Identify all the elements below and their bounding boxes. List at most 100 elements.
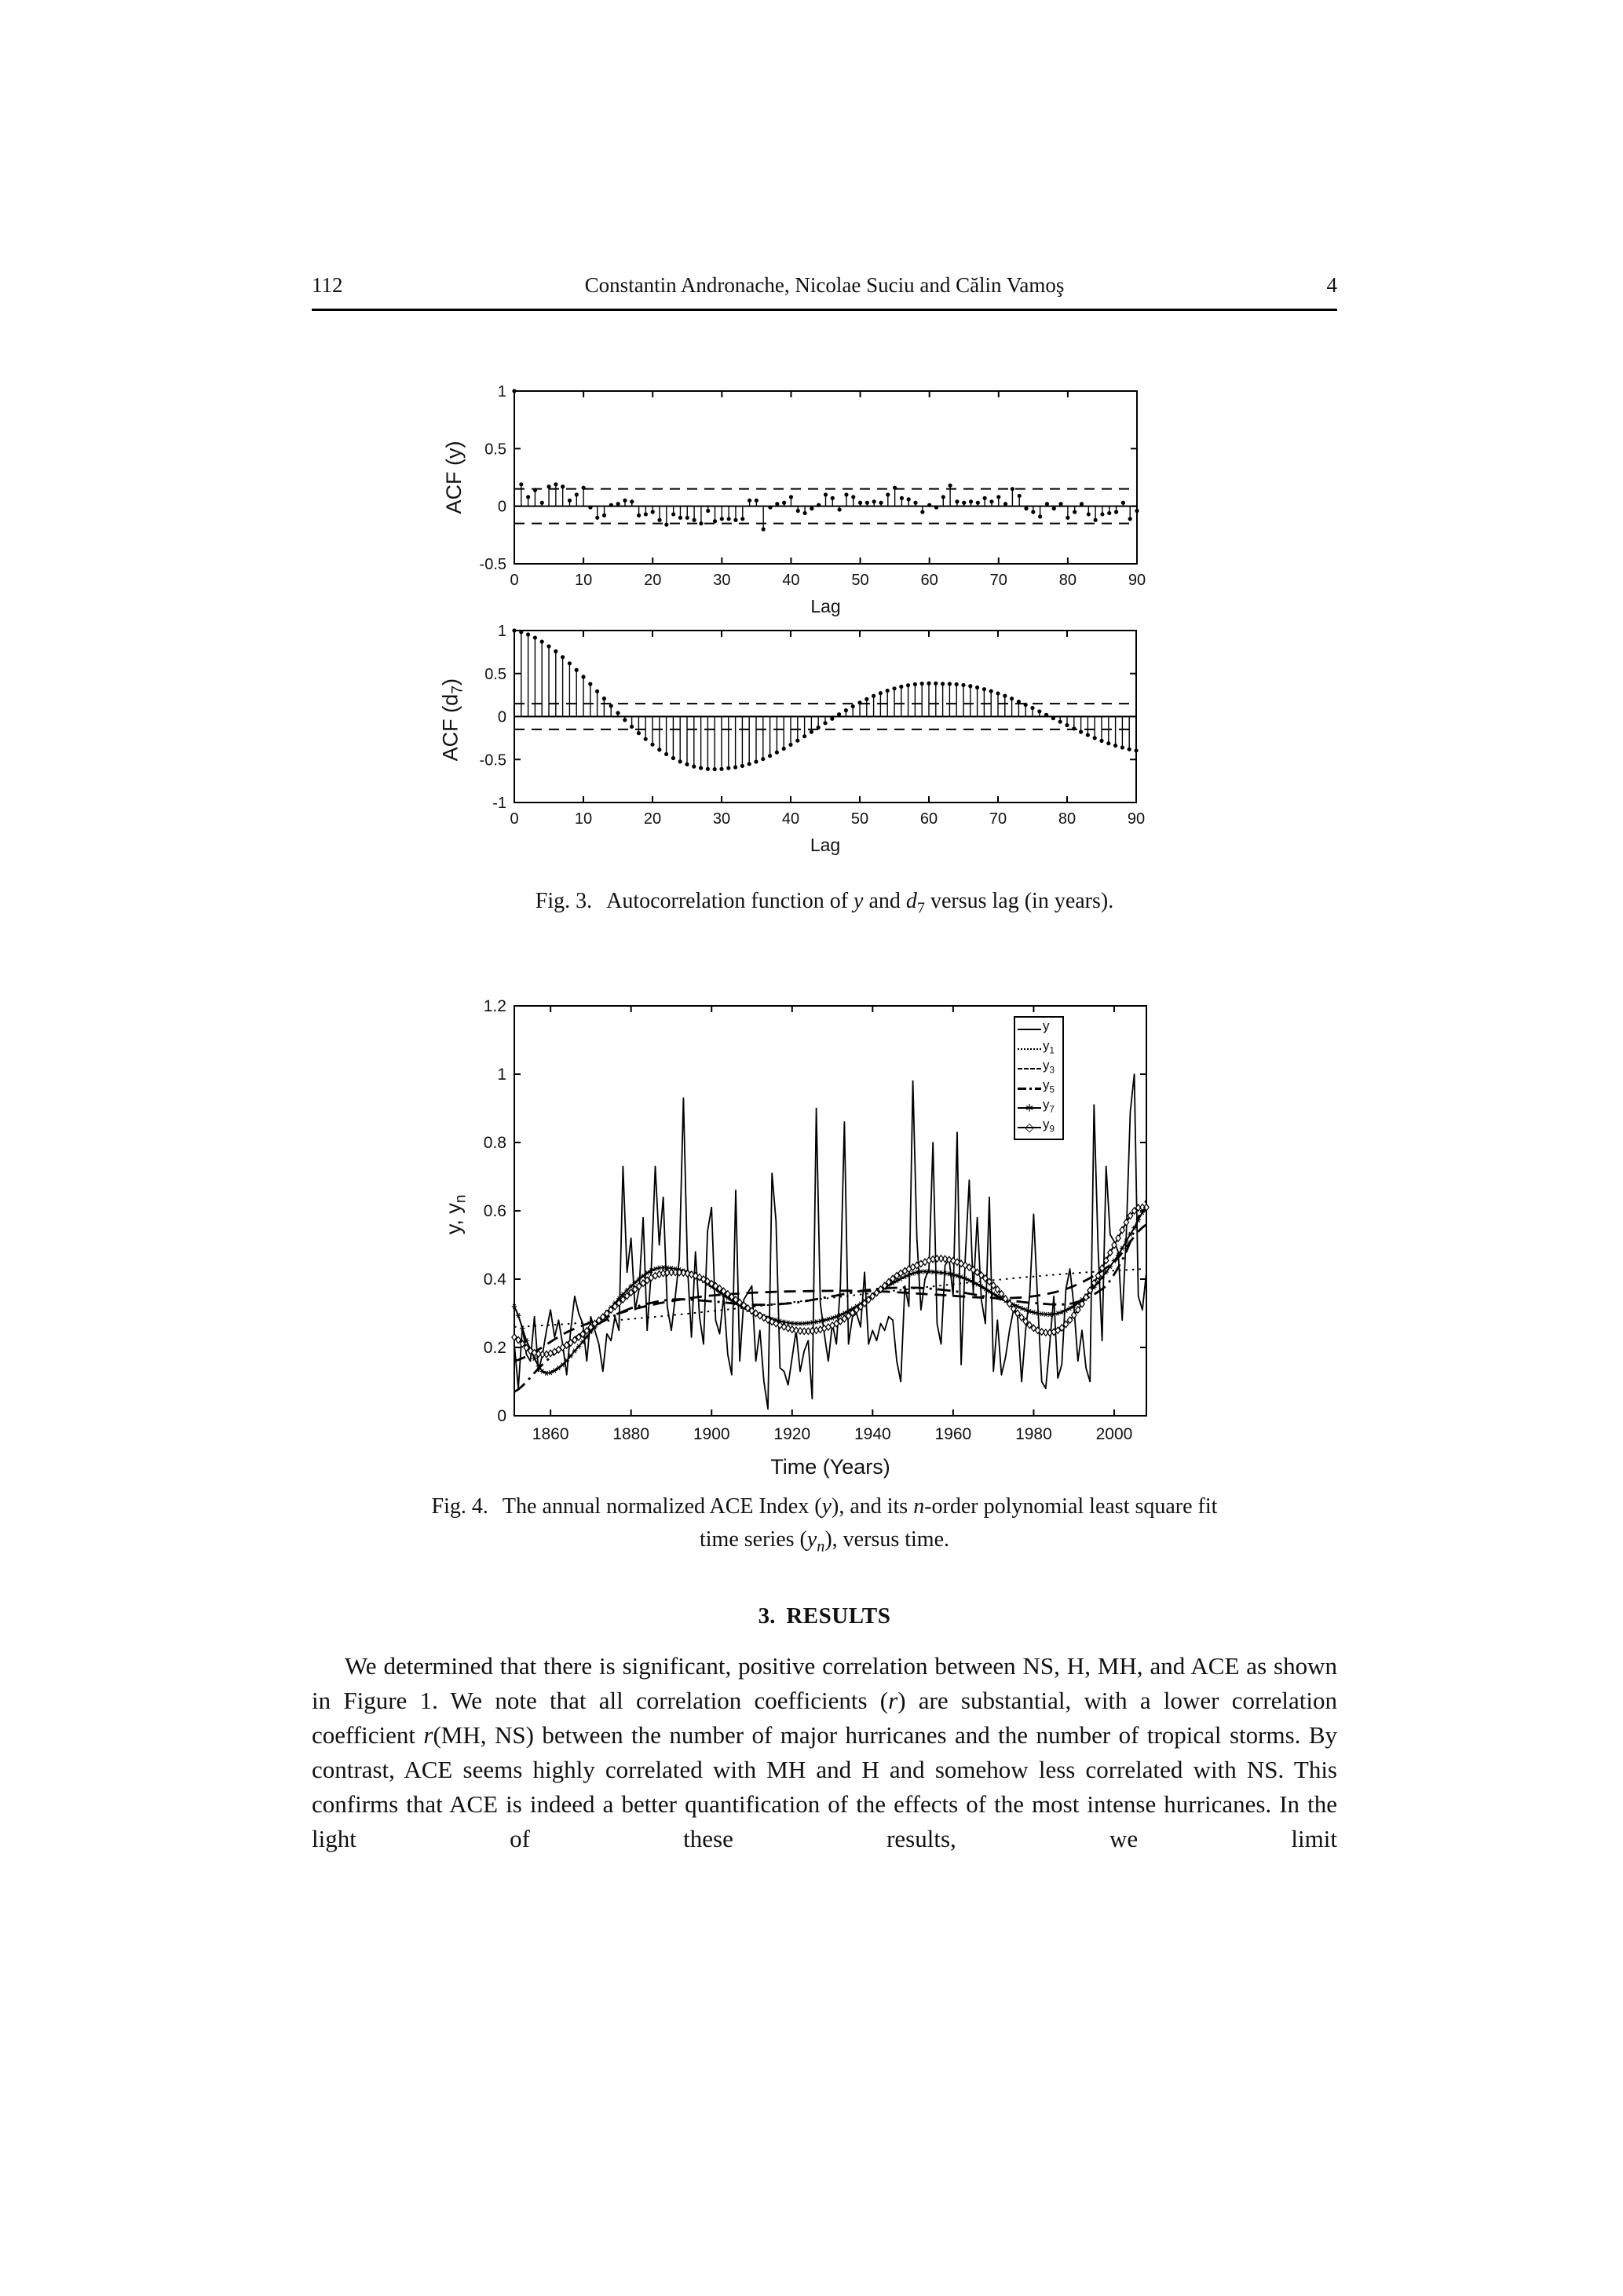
results-rvar-1: r [888,1687,898,1714]
svg-text:1880: 1880 [612,1425,649,1443]
svg-text:50: 50 [851,572,868,589]
svg-text:1: 1 [498,623,506,640]
legend-entry-y1: y1 [1018,1038,1060,1058]
fig3-caption-dvar: d [905,889,917,913]
svg-text:30: 30 [713,810,730,828]
svg-text:1: 1 [498,383,506,400]
legend-label: y3 [1043,1058,1055,1076]
fig4-caption-text3: -order polynomial least square fit [924,1494,1218,1519]
results-paragraph: We determined that there is significant,… [312,1649,1337,1856]
svg-text:2000: 2000 [1096,1425,1133,1443]
fig3-caption-dsub: 7 [916,899,925,917]
fig3-caption-text: Autocorrelation function of [606,889,854,913]
svg-text:1860: 1860 [532,1425,569,1443]
results-text-2: ) are substantial, with a lower correlat… [312,1687,1337,1749]
svg-text:1940: 1940 [854,1425,891,1443]
results-text-3: (MH, NS) between the number of major hur… [312,1721,1337,1852]
fig3-caption-number: Fig. 3. [535,889,593,913]
fig4-caption-text: The annual normalized ACE Index ( [502,1494,822,1519]
svg-text:80: 80 [1059,572,1077,589]
svg-text:0.2: 0.2 [484,1339,506,1357]
svg-text:1.2: 1.2 [484,997,506,1015]
svg-text:0.8: 0.8 [484,1134,506,1152]
svg-text:Lag: Lag [810,835,840,855]
header-rule [312,309,1337,311]
asterisk-marker-icon: ∗ [1024,1100,1035,1115]
legend-line-dotted-icon [1018,1044,1041,1055]
svg-text:70: 70 [990,572,1007,589]
page-number-left: 112 [312,273,343,297]
fig3-caption-yvar: y [854,889,864,913]
svg-text:0.6: 0.6 [484,1202,506,1220]
svg-text:0.5: 0.5 [484,666,506,683]
legend-entry-y: y [1018,1019,1060,1039]
fig4-caption-text5: ), versus time. [824,1527,949,1552]
svg-text:0.5: 0.5 [484,441,506,458]
legend-label: y1 [1043,1038,1055,1056]
svg-text:-1: -1 [492,795,506,812]
svg-text:0: 0 [498,709,506,726]
svg-text:40: 40 [782,810,799,828]
svg-text:0: 0 [510,810,518,828]
legend-line-solid-icon [1018,1024,1041,1035]
svg-text:10: 10 [575,572,592,589]
svg-text:20: 20 [644,572,661,589]
svg-text:70: 70 [989,810,1007,828]
fig4-caption-ysub: n [817,1537,825,1556]
page-header: 112 Constantin Andronache, Nicolae Suciu… [312,273,1337,300]
fig4-caption-line1: Fig. 4. The annual normalized ACE Index (… [312,1490,1337,1523]
svg-text:10: 10 [575,810,592,828]
svg-text:0: 0 [497,1407,506,1425]
svg-text:60: 60 [921,572,938,589]
svg-text:1: 1 [497,1066,506,1084]
legend-line-dashed-icon [1018,1063,1041,1074]
legend-label: y5 [1043,1077,1055,1095]
svg-text:20: 20 [644,810,661,828]
svg-text:1900: 1900 [693,1425,730,1443]
running-title: Constantin Andronache, Nicolae Suciu and… [584,273,1065,297]
page-number-right: 4 [1326,273,1338,297]
diamond-marker-icon: ◇ [1025,1120,1034,1135]
fig4-caption-number: Fig. 4. [431,1494,488,1519]
acf-d7-plot: 0 10 20 30 40 50 60 70 80 90 -1 -0.5 0 0.5 1 Lag [480,623,1146,855]
results-text-1: We determined that there is significant,… [312,1652,1337,1714]
results-rvar-2: r [423,1721,433,1749]
svg-text:Time (Years): Time (Years) [770,1455,890,1479]
svg-text:0: 0 [510,572,518,589]
results-heading: 3. RESULTS [312,1603,1337,1629]
fig3-caption-text3: versus lag (in years). [924,889,1114,913]
legend-entry-y7: ∗ y7 [1018,1098,1060,1117]
fig4-caption: Fig. 4. The annual normalized ACE Index (… [312,1490,1337,1563]
legend-entry-y5: y5 [1018,1077,1060,1098]
svg-text:40: 40 [782,572,799,589]
fig4-caption-nvar: n [913,1494,925,1519]
legend-entry-y3: y3 [1018,1058,1060,1078]
svg-text:90: 90 [1128,810,1145,828]
fig3-caption-text2: and [863,889,906,913]
svg-text:Lag: Lag [810,596,840,616]
svg-text:1960: 1960 [935,1425,972,1443]
fig3-caption: Fig. 3. Autocorrelation function of y and… [312,889,1337,918]
svg-text:-0.5: -0.5 [480,751,506,769]
ace-plot-legend: y y1 y3 y5 ∗ y7 ◇ y9 [1014,1016,1064,1140]
svg-text:-0.5: -0.5 [480,556,506,573]
svg-text:0: 0 [498,499,506,516]
legend-line-dashdot-icon [1018,1083,1041,1094]
svg-text:0.4: 0.4 [484,1270,507,1289]
svg-text:1920: 1920 [773,1425,810,1443]
svg-text:50: 50 [851,810,868,828]
svg-text:30: 30 [713,572,730,589]
fig4-caption-yvar2: y [806,1527,817,1552]
results-heading-title: RESULTS [786,1603,891,1629]
ace-index-plot: 1860 1880 1900 1920 1940 1960 1980 2000 0 0.2 0.4 0… [484,997,1150,1479]
legend-entry-y9: ◇ y9 [1018,1117,1060,1137]
fig4-caption-yvar: y [821,1494,832,1519]
fig4-caption-text2: ), and its [832,1494,914,1519]
svg-text:1980: 1980 [1015,1425,1052,1443]
fig4-caption-text4: time series ( [700,1527,807,1552]
svg-text:80: 80 [1058,810,1076,828]
results-heading-number: 3. [758,1603,776,1629]
svg-text:60: 60 [920,810,938,828]
